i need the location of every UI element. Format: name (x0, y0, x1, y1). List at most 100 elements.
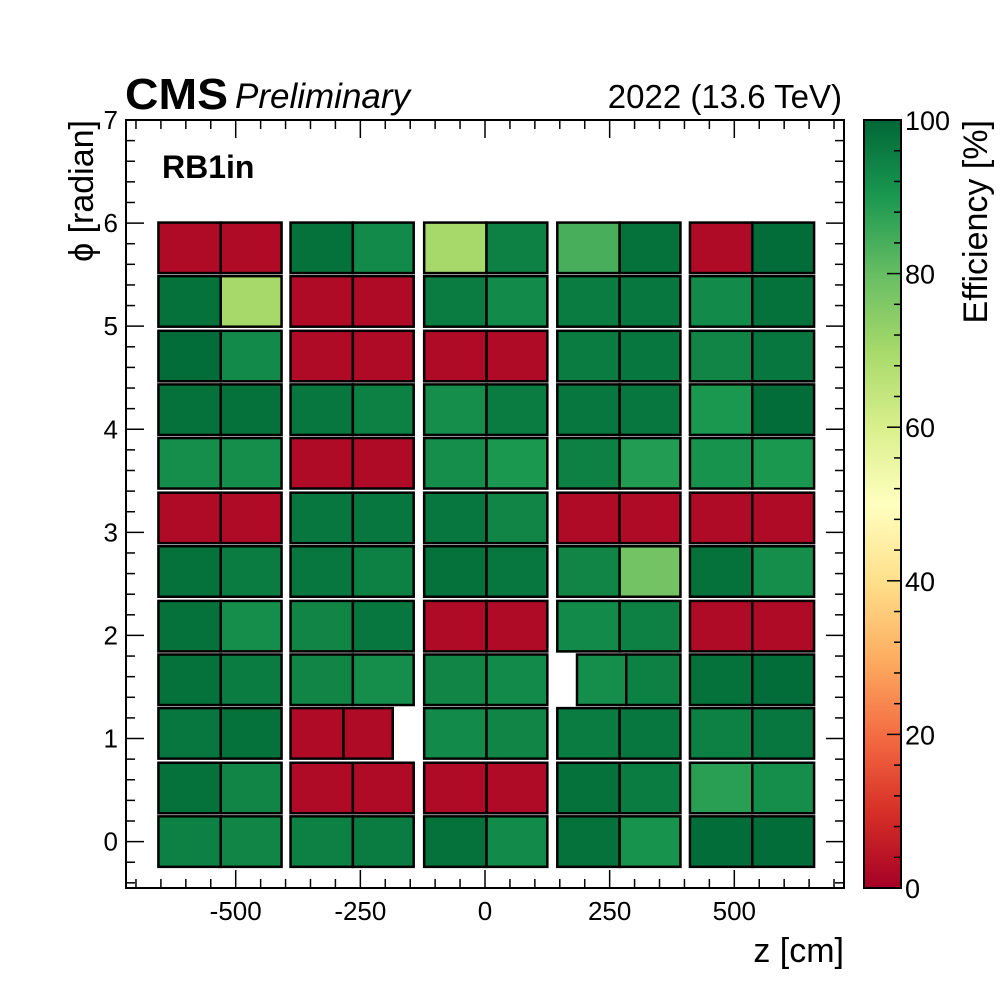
heatmap-cell (556, 545, 621, 599)
heatmap-cell (751, 274, 816, 328)
heatmap-cell (422, 221, 488, 275)
heatmap-cell (219, 436, 283, 490)
heatmap-cell (351, 599, 415, 653)
heatmap-cell (618, 815, 682, 869)
heatmap-cell (618, 383, 682, 437)
heatmap-cell (289, 329, 355, 383)
heatmap-cell (688, 653, 754, 707)
heatmap-cell (688, 706, 754, 760)
heatmap-cell (422, 436, 488, 490)
heatmap-cell (157, 383, 222, 437)
heatmap-cell (485, 761, 549, 815)
heatmap-cell (485, 221, 549, 275)
heatmap-cell (688, 329, 754, 383)
heatmap-cell (485, 706, 549, 760)
colorbar-tick-label: 60 (905, 413, 935, 443)
colorbar-axis: 0 20 40 60 80 100 (887, 106, 950, 904)
heatmap-cell (351, 221, 415, 275)
heatmap-cell (688, 274, 754, 328)
heatmap-cell (422, 383, 488, 437)
heatmap-cell (422, 653, 488, 707)
y-axis-title: ϕ [radian] (63, 120, 101, 262)
heatmap-cell (289, 653, 355, 707)
heatmap-cell (618, 545, 682, 599)
heatmap-cell (289, 761, 355, 815)
heatmap-cell (751, 706, 816, 760)
preliminary-label: Preliminary (235, 77, 413, 116)
colorbar-tick-label: 0 (905, 874, 920, 904)
heatmap-cell (157, 653, 222, 707)
heatmap-cell (342, 706, 395, 760)
heatmap-cell (422, 274, 488, 328)
heatmap-cell (289, 274, 355, 328)
heatmap-cell (289, 436, 355, 490)
heatmap-cell (351, 329, 415, 383)
y-tick-label: 6 (104, 208, 118, 238)
heatmap-cell (688, 221, 754, 275)
heatmap-cell (157, 545, 222, 599)
heatmap-cell (556, 383, 621, 437)
heatmap-cell (157, 599, 222, 653)
heatmap-cell (289, 491, 355, 545)
heatmap-cell (618, 329, 682, 383)
heatmap-cell (219, 599, 283, 653)
heatmap-cell (751, 761, 816, 815)
heatmap-cell (289, 221, 355, 275)
heatmap-cell (751, 329, 816, 383)
heatmap-cell (575, 653, 628, 707)
y-tick-label: 0 (104, 827, 118, 857)
heatmap-cell (485, 491, 549, 545)
heatmap-cell (688, 545, 754, 599)
heatmap-cell (688, 815, 754, 869)
heatmap-cell (157, 761, 222, 815)
heatmap-cell (556, 329, 621, 383)
heatmap-cell (688, 436, 754, 490)
heatmap-cell (351, 383, 415, 437)
heatmap-cell (219, 274, 283, 328)
heatmap-cell (422, 329, 488, 383)
heatmap-cell (618, 274, 682, 328)
heatmap-cell (351, 274, 415, 328)
heatmap-cells (157, 221, 816, 869)
x-axis: -500 -250 0 250 500 (135, 120, 835, 926)
panel-label: RB1in (162, 149, 254, 185)
heatmap-cell (219, 545, 283, 599)
heatmap-cell (751, 436, 816, 490)
heatmap-cell (351, 815, 415, 869)
heatmap-cell (556, 221, 621, 275)
heatmap-cell (485, 653, 549, 707)
heatmap-cell (157, 491, 222, 545)
heatmap-cell (485, 599, 549, 653)
heatmap-cell (485, 545, 549, 599)
y-tick-label: 3 (104, 517, 118, 547)
colorbar-tick-label: 100 (905, 106, 950, 136)
cms-label: CMS (125, 70, 228, 119)
heatmap-cell (219, 221, 283, 275)
heatmap-cell (351, 653, 415, 707)
colorbar-title: Efficiency [%] (957, 120, 995, 323)
heatmap-cell (485, 436, 549, 490)
heatmap-cell (289, 383, 355, 437)
y-tick-label: 2 (104, 620, 118, 650)
x-axis-title: z [cm] (753, 932, 844, 970)
heatmap-cell (751, 815, 816, 869)
heatmap-cell (219, 653, 283, 707)
heatmap-cell (688, 491, 754, 545)
heatmap-cell (157, 274, 222, 328)
heatmap-cell (556, 815, 621, 869)
heatmap-cell (485, 383, 549, 437)
heatmap-cell (219, 761, 283, 815)
heatmap-cell (556, 491, 621, 545)
y-axis: 0 1 2 3 4 5 6 7 (104, 105, 844, 884)
heatmap-cell (618, 599, 682, 653)
heatmap-cell (289, 815, 355, 869)
heatmap-cell (219, 329, 283, 383)
heatmap-cell (485, 274, 549, 328)
y-tick-label: 5 (104, 311, 118, 341)
heatmap-cell (157, 329, 222, 383)
heatmap-cell (688, 383, 754, 437)
colorbar-tick-label: 40 (905, 567, 935, 597)
heatmap-cell (289, 706, 345, 760)
heatmap-cell (219, 383, 283, 437)
